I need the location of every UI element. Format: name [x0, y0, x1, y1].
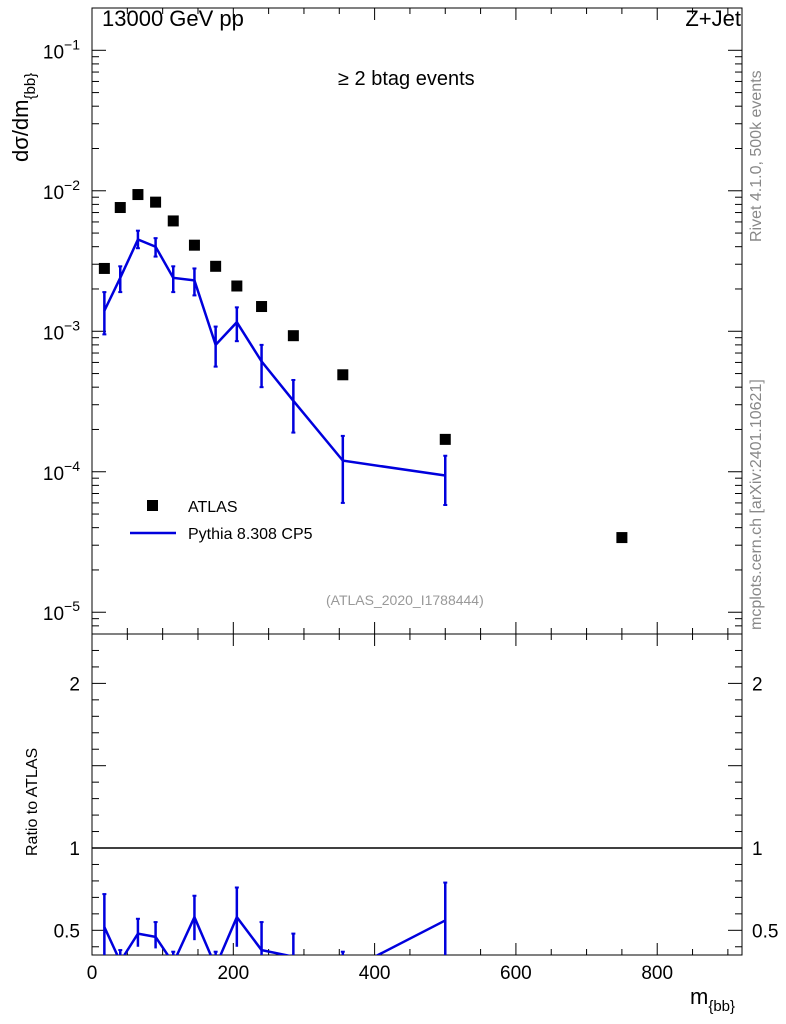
ratio-y-tick-label: 0.5: [54, 921, 80, 942]
ratio-y-tick-label: 2: [69, 674, 80, 695]
x-axis-title: m{bb}: [690, 984, 736, 1015]
ratio-y-tick-label-right: 1: [752, 839, 763, 860]
ratio-y-tick-label: 1: [69, 839, 80, 860]
x-tick-label: 200: [217, 963, 249, 984]
legend-atlas-label: ATLAS: [188, 499, 238, 516]
ratio-y-tick-label-right: 2: [752, 674, 763, 695]
atlas-data-point: [287, 330, 299, 342]
ratio-axis-title: Ratio to ATLAS: [24, 747, 41, 856]
analysis-annotation: (ATLAS_2020_I1788444): [326, 592, 484, 608]
atlas-data-point: [337, 369, 349, 381]
atlas-data-point: [150, 196, 162, 208]
y-tick-label: 10−3: [43, 317, 80, 344]
ratio-y-tick-label-right: 0.5: [752, 921, 778, 942]
process-label: Z+Jet: [685, 6, 741, 31]
chart-title: ≥ 2 btag events: [338, 68, 475, 90]
energy-label: 13000 GeV pp: [102, 6, 244, 31]
pythia-line: [103, 237, 446, 477]
y-tick-label: 10−1: [43, 36, 80, 63]
x-tick-label: 400: [359, 963, 391, 984]
atlas-data-point: [114, 202, 126, 214]
atlas-data-point: [188, 239, 200, 251]
y-tick-label: 10−2: [43, 177, 80, 204]
atlas-data-point: [167, 215, 179, 227]
atlas-data-point: [439, 433, 451, 445]
ratio-line: [103, 914, 446, 955]
y-tick-label: 10−5: [43, 598, 80, 625]
atlas-data-point: [132, 189, 144, 201]
atlas-data-point: [616, 532, 628, 544]
x-tick-label: 800: [641, 963, 673, 984]
x-tick-label: 0: [87, 963, 98, 984]
atlas-data-point: [98, 262, 110, 274]
atlas-data-point: [231, 280, 243, 292]
x-tick-label: 600: [500, 963, 532, 984]
atlas-data-point: [210, 260, 222, 272]
legend-atlas-marker: [147, 500, 158, 511]
mcplots-label: mcplots.cern.ch [arXiv:2401.10621]: [748, 379, 765, 630]
y-axis-title: dσ/dm{bb}: [8, 72, 39, 162]
y-tick-label: 10−4: [43, 458, 80, 485]
legend-pythia-label: Pythia 8.308 CP5: [188, 526, 313, 543]
rivet-label: Rivet 4.1.0, 500k events: [748, 70, 765, 242]
atlas-data-point: [256, 301, 268, 313]
ratio-plot-area: [102, 881, 448, 955]
main-plot-area: [98, 189, 628, 544]
ratio-plot-frame: [91, 633, 743, 956]
